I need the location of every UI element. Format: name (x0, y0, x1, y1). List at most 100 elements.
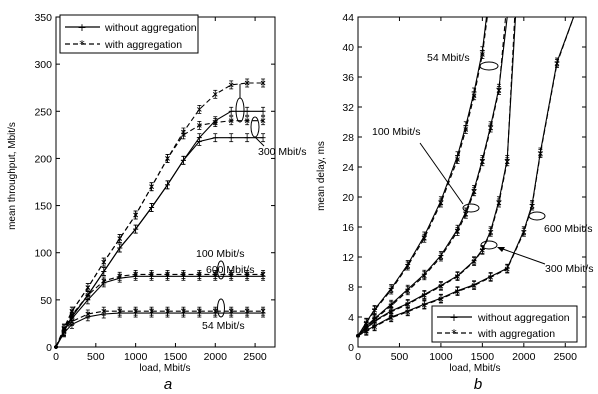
panel-b-point-600-with-3 (388, 313, 394, 323)
panel-a-point-54-with-9 (181, 306, 186, 316)
panel-a-y-tick-label-4: 200 (34, 153, 52, 165)
panel-b-annotation-54-ellipse (479, 61, 499, 71)
panel-b-point-600-with-10 (504, 264, 510, 274)
panel-b-point-54-with-7 (455, 155, 460, 164)
panel-b-point-100-with-6 (438, 252, 444, 262)
panel-b-y-tick-label-9: 36 (342, 72, 354, 84)
panel-b-point-54-with-9 (471, 91, 477, 101)
panel-a-y-tick-label-2: 100 (34, 248, 52, 260)
panel-a-x-tick-label-4: 2000 (204, 351, 228, 363)
panel-b-point-300-with-7 (455, 272, 460, 281)
panel-b-annotation-300-ellipse (480, 240, 498, 250)
panel-b-point-600-with-5 (422, 300, 427, 310)
panel-a-point-300-with-9 (181, 130, 186, 140)
panel-a-point-100-with-8 (165, 269, 170, 279)
panel-a-point-300-without-7 (149, 203, 155, 212)
panel-a-point-54-with-11 (212, 306, 218, 316)
panel-b-point-600-with-13 (538, 149, 543, 158)
panel-b-x-axis-title: load, Mbit/s (449, 363, 500, 374)
panel-b-series-600-without-aggregation (357, 16, 575, 337)
panel-b-y-tick-label-10: 40 (342, 42, 354, 54)
panel-a-point-100-with-10 (197, 269, 202, 279)
panel-b-plot-frame (357, 16, 587, 348)
panel-a-point-300-with-8 (165, 154, 170, 163)
panel-b-x-tick-label-5: 2500 (554, 351, 578, 363)
panel-a-annotation-54: 54 Mbit/s (202, 320, 245, 332)
panel-a-legend-star-marker: * (79, 38, 85, 51)
panel-a-point-300-with-5 (117, 234, 123, 243)
panel-a-legend-plus-marker: + (77, 21, 86, 34)
panel-b-x-tick-label-2: 1000 (429, 351, 453, 363)
panel-a-point-300-with-6 (133, 210, 138, 220)
panel-a-point-300-with-10 (197, 121, 202, 130)
panel-a-point-100-with-3 (85, 290, 91, 300)
panel-a-annotation-300: 300 Mbit/s (258, 146, 306, 158)
panel-b-legend-star-marker: * (451, 327, 457, 340)
panel-b-y-tick-label-0: 0 (348, 342, 354, 354)
panel-b-point-600-with-6 (438, 294, 444, 304)
panel-a-point-300-with-13 (244, 116, 250, 126)
panel-a-series-54-with-aggregation (55, 310, 264, 348)
panel-b-point-600-with-9 (488, 272, 493, 282)
panel-b-point-100-with-11 (488, 123, 493, 133)
panel-a-point-54-with-2 (69, 317, 75, 326)
panel-b-point-300-with-5 (422, 290, 427, 300)
panel-b-y-tick-label-7: 28 (342, 132, 354, 144)
panel-a-x-tick-label-0: 0 (53, 351, 59, 363)
panel-b-series-100-without-aggregation (357, 16, 508, 337)
panel-b-x-tick-label-3: 1500 (471, 351, 495, 363)
panel-b-point-600-with-12 (529, 201, 535, 211)
panel-a-point-100-with-11 (212, 269, 218, 279)
panel-a-point-54-with-7 (149, 306, 154, 316)
panel-a-x-axis-title: load, Mbit/s (139, 363, 190, 374)
panel-b-annotation-600: 600 Mbit/s (544, 223, 592, 235)
panel-b-y-tick-label-5: 20 (342, 192, 354, 204)
panel-b-point-600-with-14 (554, 59, 560, 68)
panel-b-y-tick-label-8: 32 (342, 102, 354, 114)
panel-a-point-600-with-12 (228, 80, 234, 90)
panel-b-x-tick-label-4: 2000 (512, 351, 536, 363)
panel-a-point-100-with-5 (117, 271, 123, 281)
panel-a-legend: + without aggregation * with aggregation (59, 14, 199, 54)
panel-b-y-tick-label-6: 24 (342, 162, 354, 174)
panel-a-point-600-with-13 (244, 78, 250, 88)
panel-b-annotation-300-leader (499, 247, 546, 265)
panel-b-point-100-with-12 (496, 86, 502, 95)
panel-a-point-54-with-8 (165, 306, 170, 316)
panel-a-point-54-with-12 (228, 306, 234, 316)
panel-a-point-100-with-6 (133, 269, 138, 279)
panel-b-marks (356, 16, 575, 338)
panel-a-point-600-with-11 (212, 89, 218, 99)
panel-b-point-300-with-6 (438, 281, 444, 291)
panel-b-y-tick-label-11: 44 (342, 12, 354, 24)
panel-a-y-tick-label-1: 50 (40, 295, 52, 307)
panel-a-point-600-without-12 (228, 106, 234, 116)
panel-b-y-tick-label-2: 8 (348, 282, 354, 294)
panel-a-point-54-with-6 (133, 306, 138, 316)
panel-a-point-300-without-4 (101, 267, 107, 276)
panel-a-x-tick-label-1: 500 (87, 351, 105, 363)
panel-a-point-100-with-7 (149, 269, 154, 279)
panel-b-point-600-with-8 (471, 281, 477, 290)
panel-b-annotation-300: 300 Mbit/s (545, 263, 593, 275)
panel-b-y-axis-ticks: 0 4 8 12 16 20 24 28 32 36 40 44 (342, 12, 586, 354)
panel-a-point-54-with-14 (260, 306, 266, 316)
panel-b-point-54-with-8 (463, 125, 469, 134)
panel-a-point-300-without-12 (228, 133, 234, 143)
panel-b-point-54-with-4 (405, 261, 411, 271)
panel-a-point-300-without-11 (212, 133, 218, 143)
panel-a-annotation-100-ellipse (217, 260, 225, 280)
panel-a-point-600-without-13 (244, 106, 250, 116)
panel-b-point-100-with-5 (422, 271, 427, 281)
panel-b-point-54-with-5 (422, 233, 427, 243)
panel-b-annotation-300-arrowhead (497, 247, 505, 252)
panel-a-point-54-with-10 (197, 306, 202, 316)
panel-b: 0 500 1000 1500 2000 2500 0 4 8 12 16 20 24 28 32 36 40… (316, 12, 593, 393)
panel-a-point-100-with-14 (260, 269, 266, 279)
panel-b-annotation-54: 54 Mbit/s (427, 52, 470, 64)
panel-a-x-tick-label-2: 1000 (124, 351, 148, 363)
panel-b-legend: + without aggregation * with aggregation (431, 305, 578, 343)
panel-b-annotation-100-ellipse (462, 203, 480, 213)
panel-a-y-tick-label-0: 0 (46, 342, 52, 354)
